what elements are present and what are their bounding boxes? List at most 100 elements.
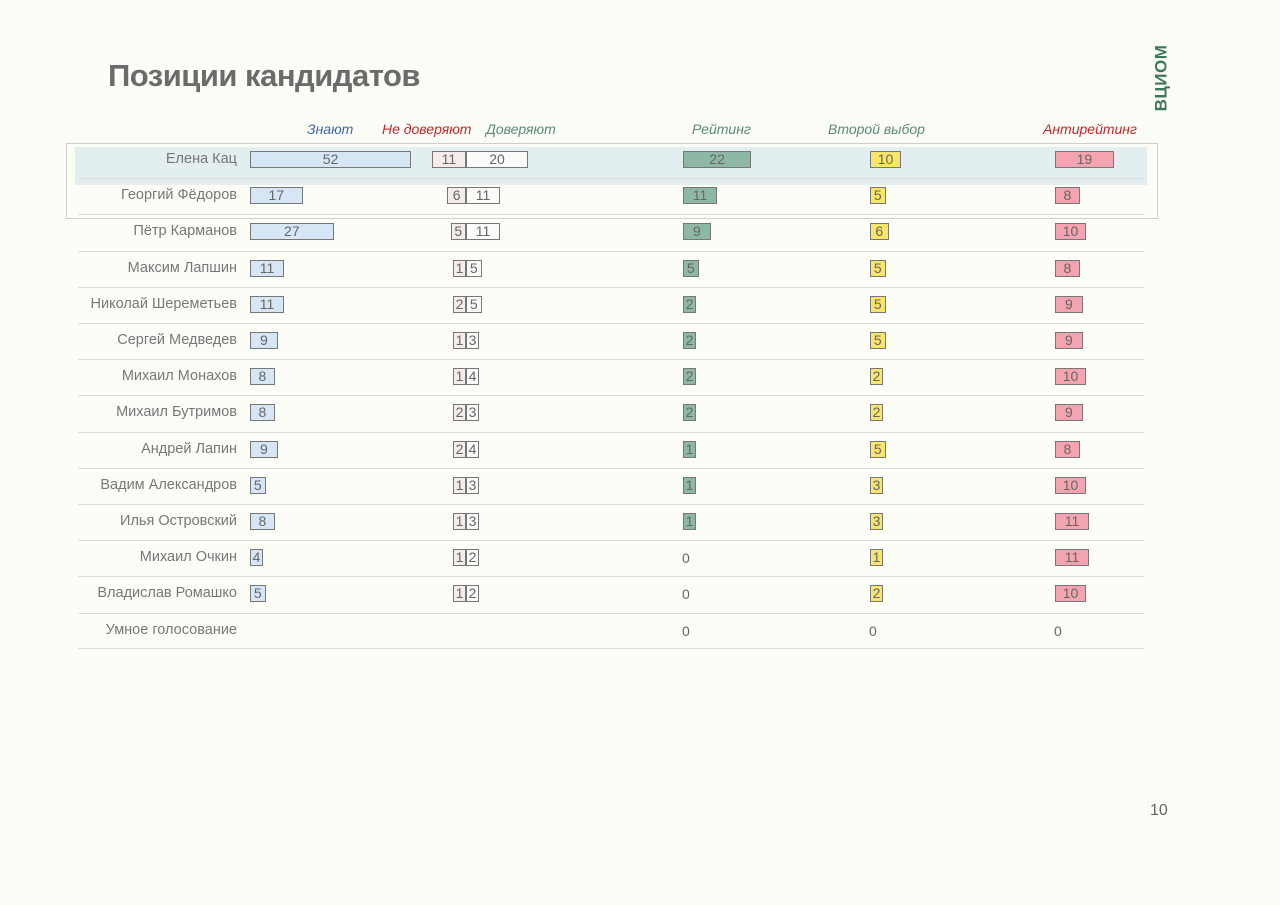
bar-rating: 0: [682, 550, 690, 567]
row-divider: [78, 576, 1144, 578]
bar-trust: 4: [466, 368, 479, 386]
bar-rating: 2: [683, 332, 696, 349]
bar-second: 2: [870, 585, 883, 603]
candidate-name: Пётр Карманов: [133, 223, 237, 240]
bar-trust: 2: [466, 585, 479, 603]
table-row: Михаил Монахов 8 1 4 2 2 10: [0, 359, 1280, 395]
bar-trust: 2: [466, 549, 479, 567]
bar-second: 5: [870, 187, 886, 205]
bar-anti: 11: [1055, 513, 1090, 530]
candidate-name: Елена Кац: [165, 151, 237, 167]
bar-second: 0: [869, 622, 877, 639]
bar-know: 17: [250, 187, 303, 205]
bar-second: 6: [870, 223, 889, 241]
bar-anti: 10: [1055, 223, 1086, 241]
table-row: Андрей Лапин 9 2 4 1 5 8: [0, 431, 1280, 468]
bar-know: 5: [250, 476, 266, 494]
row-divider: [78, 359, 1144, 361]
bar-rating: 2: [683, 295, 696, 313]
bar-rating: 0: [682, 622, 690, 639]
candidate-name: Максим Лапшин: [127, 259, 237, 276]
candidate-name: Михаил Очкин: [139, 549, 237, 566]
page-number: 10: [1150, 802, 1168, 819]
row-divider: [78, 504, 1144, 505]
candidate-name: Андрей Лапин: [141, 440, 237, 457]
bar-trust: 20: [466, 151, 528, 168]
row-divider: [78, 250, 1144, 252]
bar-know: 8: [250, 404, 275, 422]
bar-rating: 1: [683, 476, 696, 494]
bar-distrust: 2: [453, 295, 466, 313]
bar-anti: 10: [1055, 368, 1086, 386]
bar-trust: 3: [466, 513, 479, 530]
candidate-name: Илья Островский: [120, 513, 237, 529]
bar-distrust: 1: [453, 549, 466, 567]
table-row: Максим Лапшин 11 1 5 5 5 8: [0, 250, 1280, 287]
table-row: Елена Кац 52 11 20 22 10 19: [0, 142, 1280, 178]
row-divider: [78, 286, 1144, 288]
bar-anti: 19: [1055, 151, 1114, 168]
bar-know: 11: [250, 295, 285, 313]
bar-trust: 11: [466, 187, 501, 205]
candidate-name: Владислав Ромашко: [97, 585, 237, 602]
bar-rating: 1: [683, 440, 696, 458]
bar-anti: 9: [1055, 295, 1083, 313]
bar-rating: 22: [683, 151, 752, 168]
bar-know: 8: [250, 368, 275, 386]
candidate-name: Сергей Медведев: [117, 332, 237, 348]
candidate-name: Вадим Александров: [100, 476, 237, 493]
row-divider: [78, 612, 1144, 614]
header-rating: Рейтинг: [692, 121, 751, 137]
candidate-name: Умное голосование: [105, 621, 237, 638]
bar-distrust: 2: [453, 404, 466, 422]
table-row: Георгий Фёдоров 17 6 11 11 5 8: [0, 178, 1280, 214]
bar-distrust: 1: [453, 476, 466, 494]
row-divider: [78, 395, 1144, 397]
bar-know: 9: [250, 332, 278, 349]
bar-distrust: 1: [453, 513, 466, 530]
bar-anti: 8: [1055, 187, 1080, 205]
bar-trust: 3: [466, 476, 479, 494]
table-row: Пётр Карманов 27 5 11 9 6 10: [0, 214, 1280, 250]
bar-second: 1: [870, 549, 883, 567]
bar-second: 2: [870, 368, 883, 386]
bar-rating: 2: [683, 404, 696, 422]
bar-know: 5: [250, 585, 266, 603]
bar-rating: 1: [683, 513, 696, 530]
bar-distrust: 1: [453, 368, 466, 386]
bar-second: 10: [870, 151, 901, 168]
bar-anti: 9: [1055, 332, 1083, 349]
table-row: Михаил Очкин 4 1 2 0 1 11: [0, 540, 1280, 576]
candidate-name: Николай Шереметьев: [90, 295, 237, 312]
bar-trust: 3: [466, 332, 479, 349]
header-trust: Доверяют: [486, 121, 556, 137]
candidate-name: Михаил Бутримов: [116, 404, 237, 421]
bar-second: 3: [870, 476, 883, 494]
bar-second: 5: [870, 332, 886, 349]
bar-know: 9: [250, 440, 278, 458]
candidate-name: Георгий Фёдоров: [120, 187, 237, 204]
bar-distrust: 1: [453, 332, 466, 349]
bar-distrust: 11: [431, 151, 466, 168]
header-second-choice: Второй выбор: [828, 121, 925, 137]
bar-anti: 10: [1055, 585, 1086, 603]
table-row: Илья Островский 8 1 3 1 3 11: [0, 504, 1280, 540]
bar-know: 52: [250, 151, 412, 168]
bar-rating: 11: [683, 187, 718, 205]
bar-second: 5: [870, 295, 886, 313]
bar-know: 11: [250, 259, 285, 277]
bar-second: 3: [870, 513, 883, 530]
bar-trust: 3: [466, 404, 479, 422]
bar-rating: 5: [683, 259, 699, 277]
header-know: Знают: [307, 121, 354, 137]
bar-second: 5: [870, 440, 886, 458]
table-bottom-line: [78, 647, 1144, 649]
row-divider: [78, 214, 1144, 216]
bar-trust: 11: [466, 223, 501, 241]
row-divider: [78, 178, 1144, 180]
candidate-name: Михаил Монахов: [121, 368, 237, 385]
bar-trust: 4: [466, 440, 479, 458]
row-divider: [78, 431, 1144, 433]
page-title: Позиции кандидатов: [108, 58, 420, 93]
row-divider: [78, 467, 1144, 469]
